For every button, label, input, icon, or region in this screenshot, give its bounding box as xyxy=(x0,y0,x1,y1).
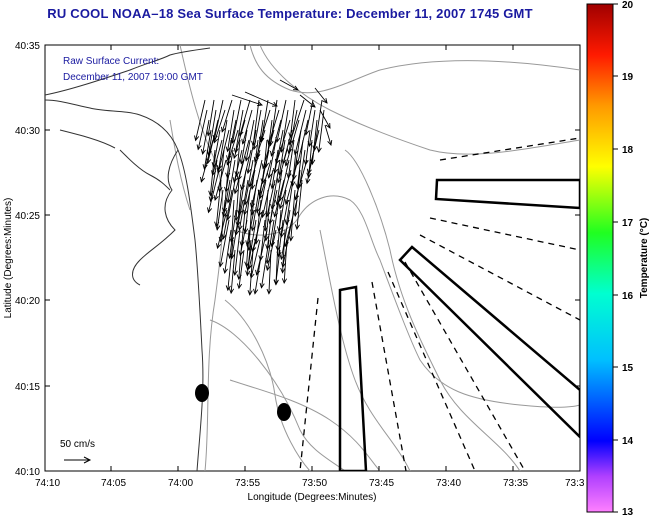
mooring-dot xyxy=(195,384,209,402)
x-tick-label: 73:45 xyxy=(369,478,394,489)
coastline xyxy=(45,47,211,471)
x-tick-label: 73:55 xyxy=(235,478,260,489)
x-tick-label: 73:35 xyxy=(503,478,528,489)
x-tick-label: 74:10 xyxy=(35,478,60,489)
scale-label: 50 cm/s xyxy=(60,439,95,450)
x-tick-label: 73:3 xyxy=(565,478,585,489)
y-axis-label: Latitude (Degrees:Minutes) xyxy=(3,198,14,319)
colorbar-tick-label: 18 xyxy=(622,145,634,156)
surface-current-vectors xyxy=(194,79,333,296)
x-axis-label: Longitude (Degrees:Minutes) xyxy=(248,492,377,503)
colorbar-tick-label: 13 xyxy=(622,507,634,518)
study-area-boxes xyxy=(338,178,580,471)
colorbar-tick-label: 17 xyxy=(622,218,634,229)
mooring-dot xyxy=(277,403,291,421)
y-tick-label: 40:15 xyxy=(15,382,40,393)
y-axis: 40:35 40:30 40:25 40:20 40:15 40:10 xyxy=(15,41,580,478)
plot-frame xyxy=(44,44,581,472)
colorbar-tick-label: 20 xyxy=(622,0,634,11)
colorbar-tick-label: 16 xyxy=(622,291,634,302)
colorbar-tick-label: 15 xyxy=(622,363,634,374)
y-tick-label: 40:20 xyxy=(15,296,40,307)
colorbar-tick-label: 19 xyxy=(622,72,634,83)
bathymetry-contours xyxy=(169,45,580,471)
annotation-line-1: Raw Surface Current: xyxy=(63,56,159,67)
map-title: RU COOL NOAA–18 Sea Surface Temperature:… xyxy=(47,6,533,21)
colorbar xyxy=(586,3,614,513)
y-tick-label: 40:35 xyxy=(15,41,40,52)
dashed-boundaries xyxy=(299,137,580,471)
x-tick-label: 74:00 xyxy=(168,478,193,489)
colorbar-label: Temperature (°C) xyxy=(639,218,650,299)
colorbar-ticks: 20 19 18 17 16 15 14 13 xyxy=(613,0,634,518)
x-tick-label: 73:40 xyxy=(436,478,461,489)
x-tick-label: 73:50 xyxy=(302,478,327,489)
x-tick-label: 74:05 xyxy=(101,478,126,489)
y-tick-label: 40:10 xyxy=(15,467,40,478)
colorbar-tick-label: 14 xyxy=(622,436,634,447)
scale-arrow xyxy=(64,456,92,464)
y-tick-label: 40:25 xyxy=(15,211,40,222)
x-axis: 74:10 74:05 74:00 73:55 73:50 73:45 73:4… xyxy=(35,45,585,489)
annotation-line-2: December 11, 2007 19:00 GMT xyxy=(63,72,203,83)
y-tick-label: 40:30 xyxy=(15,126,40,137)
